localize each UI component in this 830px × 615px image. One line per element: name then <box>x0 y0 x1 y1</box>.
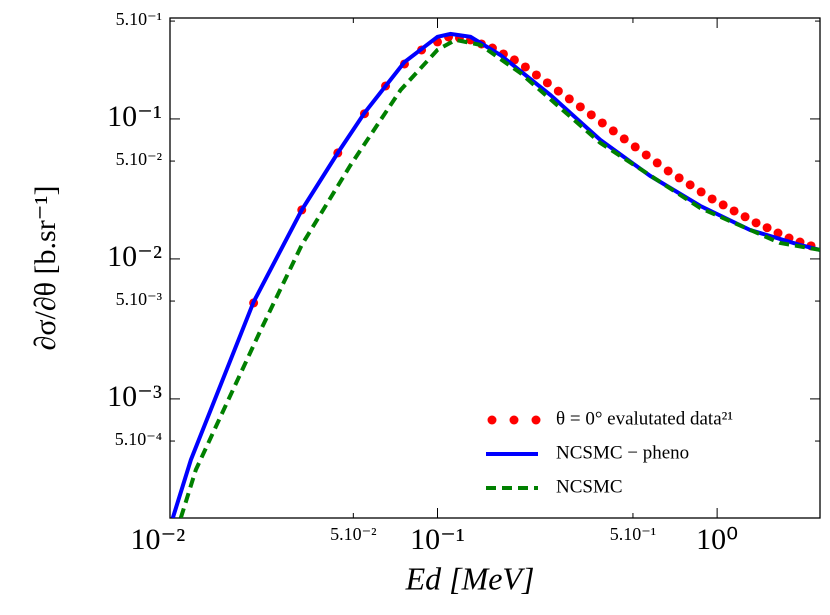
data-point <box>740 212 750 222</box>
data-point <box>663 166 673 176</box>
data-point <box>597 118 607 128</box>
x-axis-label: Ed [MeV] <box>405 560 535 596</box>
data-point <box>707 194 717 204</box>
plot-area <box>170 31 820 518</box>
x-tick-label: 5.10⁻² <box>330 524 376 544</box>
data-point <box>674 173 684 183</box>
legend-label: θ = 0° evalutated data²¹ <box>556 408 733 429</box>
plot-frame <box>169 17 821 519</box>
data-point <box>542 78 552 88</box>
data-point <box>586 110 596 120</box>
legend-marker <box>509 415 519 425</box>
x-tick-label: 10⁻¹ <box>410 523 465 556</box>
legend-label: NCSMC − pheno <box>556 442 689 463</box>
y-tick-label: 10⁻¹ <box>107 100 162 133</box>
y-tick-label: 10⁻² <box>107 240 162 273</box>
data-point <box>575 102 585 112</box>
data-point <box>751 218 761 228</box>
y-tick-label: 5.10⁻³ <box>116 289 163 309</box>
y-tick-label: 5.10⁻¹ <box>116 9 162 29</box>
y-tick-label: 5.10⁻⁴ <box>115 429 162 449</box>
data-point <box>685 180 695 190</box>
data-point <box>652 158 662 168</box>
data-point <box>762 223 772 233</box>
series-line <box>178 37 820 518</box>
x-tick-label: 5.10⁻¹ <box>610 524 656 544</box>
data-point <box>531 70 541 80</box>
data-point <box>773 228 783 238</box>
data-point <box>520 62 530 72</box>
data-point <box>718 200 728 210</box>
series-line <box>170 31 820 518</box>
data-point <box>630 142 640 152</box>
y-tick-label: 5.10⁻² <box>116 149 162 169</box>
data-point <box>564 94 574 104</box>
legend: θ = 0° evalutated data²¹ NCSMC − pheno NCS… <box>486 408 733 497</box>
x-tick-label: 10⁰ <box>696 523 738 556</box>
legend-label: NCSMC <box>556 476 623 497</box>
data-point <box>729 206 739 216</box>
y-axis-label: ∂σ/∂θ [b.sr⁻¹] <box>29 186 62 351</box>
data-point <box>553 86 563 96</box>
data-point <box>619 134 629 144</box>
y-tick-label: 10⁻³ <box>107 380 162 413</box>
legend-marker <box>531 415 541 425</box>
data-point <box>641 150 651 160</box>
data-point <box>608 126 618 136</box>
data-point <box>696 187 706 197</box>
legend-marker <box>487 415 497 425</box>
x-tick-label: 10⁻² <box>130 523 185 556</box>
